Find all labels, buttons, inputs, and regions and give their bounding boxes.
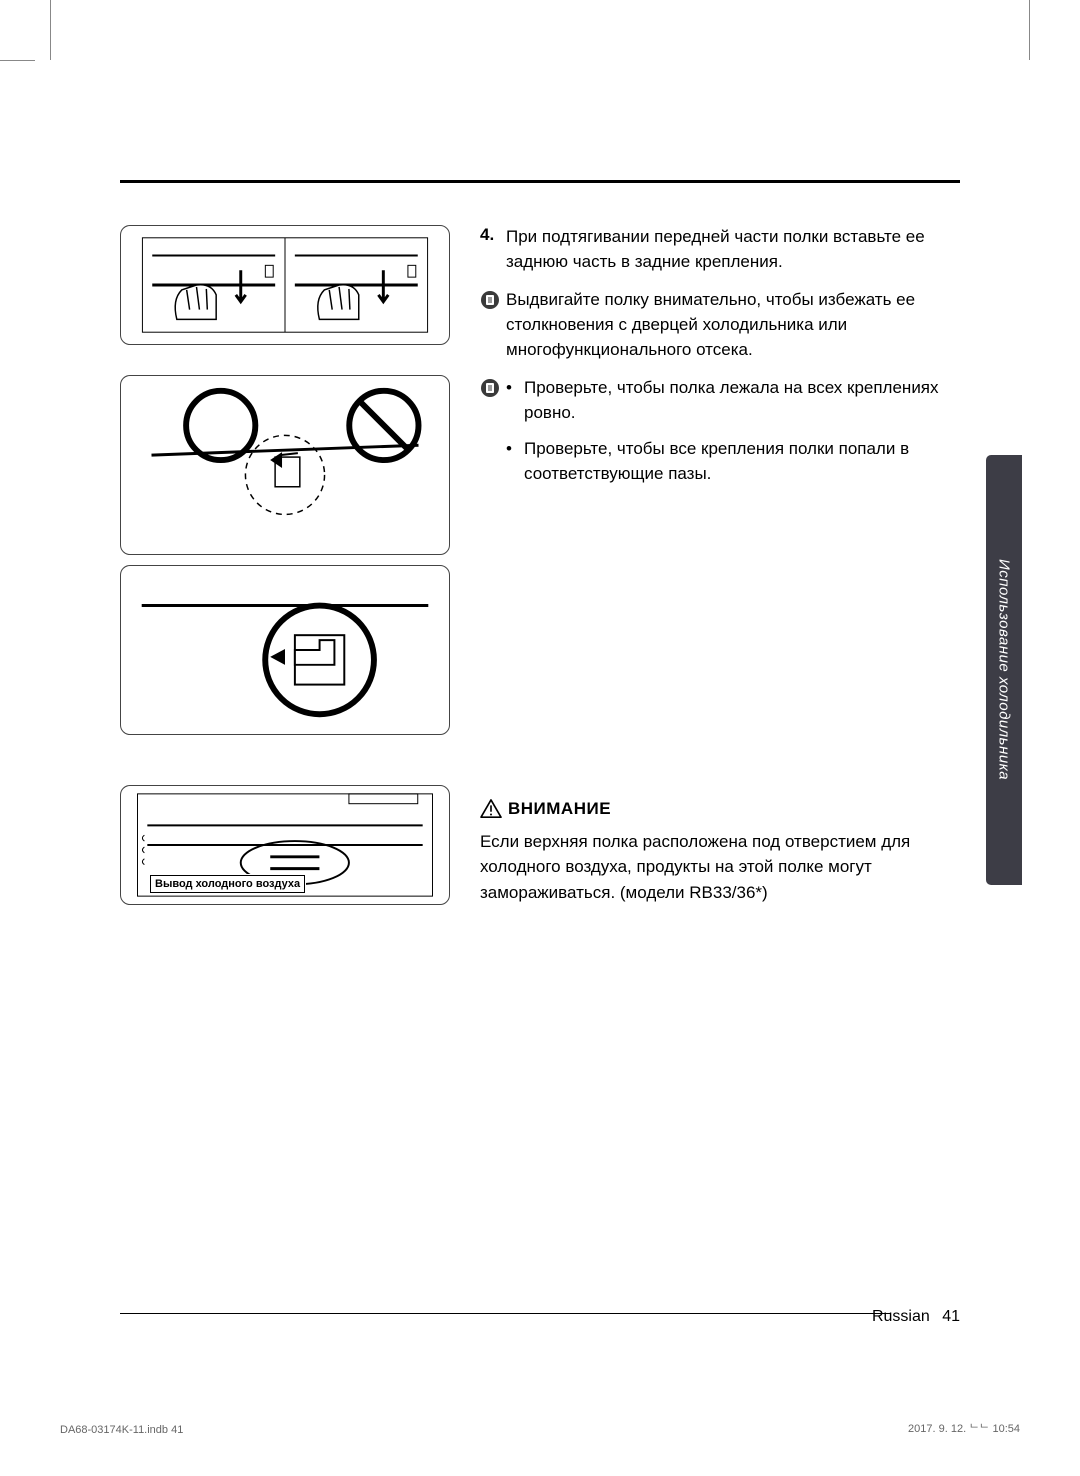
step-text: При подтягивании передней части полки вс…: [506, 225, 960, 274]
cold-air-label: Вывод холодного воздуха: [149, 874, 306, 894]
side-tab-label: Использование холодильника: [996, 559, 1013, 780]
note-2: Проверьте, чтобы полка лежала на всех кр…: [480, 376, 960, 499]
warning-icon: [480, 799, 502, 819]
footer-language: Russian: [872, 1308, 930, 1325]
header-divider: [120, 180, 960, 183]
crop-mark: [1029, 0, 1030, 60]
caution-text: Если верхняя полка расположена под отвер…: [480, 829, 960, 906]
print-date: 2017. 9. 12. ᄂᄂ 10:54: [908, 1420, 1020, 1436]
step-number: 4.: [480, 225, 506, 245]
page: Вывод холодного воздуха 4. При подтягива…: [0, 0, 1080, 1476]
crop-mark: [0, 60, 35, 61]
caution-heading: ВНИМАНИЕ: [480, 799, 960, 819]
right-column: 4. При подтягивании передней части полки…: [480, 225, 960, 905]
footer-page-number: 41: [942, 1308, 960, 1325]
note-list: Проверьте, чтобы полка лежала на всех кр…: [506, 376, 960, 499]
step-4: 4. При подтягивании передней части полки…: [480, 225, 960, 274]
side-tab: Использование холодильника: [986, 455, 1022, 885]
footer-page: Russian 41: [872, 1308, 960, 1326]
left-column: Вывод холодного воздуха: [120, 225, 450, 935]
figure-alignment-zoom: [120, 565, 450, 735]
list-item: Проверьте, чтобы полка лежала на всех кр…: [506, 376, 960, 425]
figure-shelf-insert: [120, 225, 450, 345]
note-icon: [480, 376, 506, 403]
note-text: Выдвигайте полку внимательно, чтобы избе…: [506, 288, 960, 362]
note-1: Выдвигайте полку внимательно, чтобы избе…: [480, 288, 960, 362]
footer-line: [120, 1313, 890, 1314]
figure-cold-air: Вывод холодного воздуха: [120, 785, 450, 905]
content-area: Вывод холодного воздуха 4. При подтягива…: [120, 225, 960, 1316]
list-item: Проверьте, чтобы все крепления полки поп…: [506, 437, 960, 486]
caution-title: ВНИМАНИЕ: [508, 799, 611, 819]
note-icon: [480, 288, 506, 315]
print-file: DA68-03174K-11.indb 41: [60, 1424, 183, 1436]
crop-mark: [50, 0, 51, 60]
figure-alignment-top: [120, 375, 450, 555]
caution-block: ВНИМАНИЕ Если верхняя полка расположена …: [480, 799, 960, 906]
